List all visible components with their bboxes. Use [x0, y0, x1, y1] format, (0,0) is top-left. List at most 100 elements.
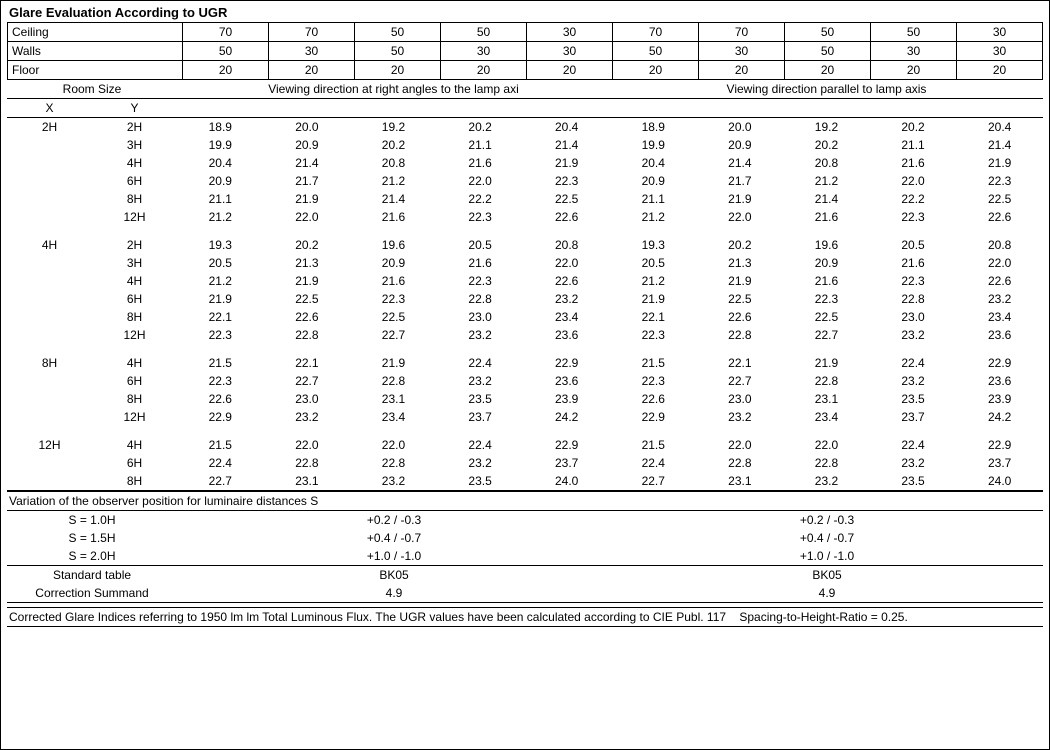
- ugr-value: 23.1: [350, 390, 437, 408]
- observer-val-left: +1.0 / -1.0: [177, 547, 611, 566]
- ugr-value: 21.4: [350, 190, 437, 208]
- ugr-value: 20.2: [783, 136, 870, 154]
- ugr-value: 22.8: [783, 454, 870, 472]
- hdr-value: 30: [957, 23, 1043, 42]
- direction-right: Viewing direction parallel to lamp axis: [610, 80, 1043, 99]
- ugr-value: 20.4: [177, 154, 264, 172]
- ugr-value: 20.8: [956, 236, 1043, 254]
- ugr-value: 20.5: [870, 236, 957, 254]
- ugr-value: 20.9: [264, 136, 351, 154]
- ugr-value: 19.9: [177, 136, 264, 154]
- room-y: 3H: [92, 136, 177, 154]
- ugr-value: 22.5: [697, 290, 784, 308]
- room-x: 2H: [7, 118, 92, 137]
- ugr-value: 23.4: [956, 308, 1043, 326]
- ugr-value: 23.6: [523, 326, 610, 344]
- ugr-value: 21.6: [783, 272, 870, 290]
- hdr-value: 70: [269, 23, 355, 42]
- ugr-value: 22.0: [350, 436, 437, 454]
- ugr-value: 21.4: [523, 136, 610, 154]
- ugr-value: 21.6: [437, 254, 524, 272]
- ugr-value: 22.9: [610, 408, 697, 426]
- ugr-value: 19.6: [350, 236, 437, 254]
- standard-table-value-left: BK05: [177, 566, 611, 585]
- room-y: 4H: [92, 154, 177, 172]
- ugr-value: 24.0: [523, 472, 610, 490]
- ugr-value: 22.1: [264, 354, 351, 372]
- room-y: 2H: [92, 118, 177, 137]
- ugr-value: 19.6: [783, 236, 870, 254]
- room-x: [7, 290, 92, 308]
- ugr-value: 22.4: [177, 454, 264, 472]
- ugr-value: 22.8: [697, 454, 784, 472]
- ugr-value: 22.0: [523, 254, 610, 272]
- observer-s: S = 1.5H: [7, 529, 177, 547]
- ugr-value: 19.9: [610, 136, 697, 154]
- ugr-value: 22.4: [437, 436, 524, 454]
- ugr-value: 22.8: [350, 372, 437, 390]
- hdr-value: 30: [871, 42, 957, 61]
- ugr-value: 23.9: [956, 390, 1043, 408]
- ugr-value: 24.2: [523, 408, 610, 426]
- ugr-value: 22.6: [956, 272, 1043, 290]
- observer-val-left: +0.4 / -0.7: [177, 529, 611, 547]
- ugr-value: 22.1: [610, 308, 697, 326]
- hdr-label: Floor: [8, 61, 183, 80]
- ugr-value: 21.9: [523, 154, 610, 172]
- ugr-value: 22.8: [264, 454, 351, 472]
- axis-y: Y: [92, 99, 177, 118]
- ugr-value: 20.0: [697, 118, 784, 137]
- correction-label: Correction Summand: [7, 584, 177, 603]
- ugr-value: 23.6: [956, 326, 1043, 344]
- room-x: 4H: [7, 236, 92, 254]
- ugr-value: 21.7: [264, 172, 351, 190]
- ugr-value: 18.9: [177, 118, 264, 137]
- standard-table-label: Standard table: [7, 566, 177, 585]
- ugr-value: 20.4: [523, 118, 610, 137]
- ugr-value: 22.3: [523, 172, 610, 190]
- room-x: [7, 372, 92, 390]
- ugr-value: 21.2: [610, 272, 697, 290]
- ugr-value: 24.0: [956, 472, 1043, 490]
- axis-x: X: [7, 99, 92, 118]
- ugr-value: 22.5: [264, 290, 351, 308]
- ugr-value: 22.7: [350, 326, 437, 344]
- room-x: [7, 254, 92, 272]
- ugr-value: 23.5: [437, 472, 524, 490]
- ugr-value: 22.0: [697, 208, 784, 226]
- room-y: 3H: [92, 254, 177, 272]
- ugr-value: 21.9: [350, 354, 437, 372]
- ugr-value: 22.1: [177, 308, 264, 326]
- ugr-value: 22.3: [783, 290, 870, 308]
- observer-val-right: +0.2 / -0.3: [611, 511, 1043, 530]
- ugr-value: 20.4: [956, 118, 1043, 137]
- ugr-value: 22.7: [697, 372, 784, 390]
- ugr-value: 20.5: [610, 254, 697, 272]
- ugr-value: 21.4: [697, 154, 784, 172]
- ugr-value: 23.9: [523, 390, 610, 408]
- ugr-value: 20.9: [350, 254, 437, 272]
- ugr-value: 22.6: [177, 390, 264, 408]
- room-x: [7, 136, 92, 154]
- ugr-value: 20.9: [610, 172, 697, 190]
- ugr-value: 19.2: [783, 118, 870, 137]
- ugr-value: 22.9: [523, 354, 610, 372]
- ugr-value: 21.2: [610, 208, 697, 226]
- ugr-value: 19.3: [177, 236, 264, 254]
- ugr-value: 21.1: [870, 136, 957, 154]
- standard-table-value-right: BK05: [611, 566, 1043, 585]
- ugr-value: 21.6: [870, 154, 957, 172]
- ugr-value: 23.2: [956, 290, 1043, 308]
- ugr-value: 23.7: [956, 454, 1043, 472]
- ugr-value: 23.0: [870, 308, 957, 326]
- room-x: [7, 154, 92, 172]
- footnote-table: Corrected Glare Indices referring to 195…: [7, 607, 1043, 627]
- correction-value-left: 4.9: [177, 584, 611, 603]
- ugr-value: 23.2: [870, 454, 957, 472]
- ugr-value: 23.2: [870, 372, 957, 390]
- room-x: [7, 472, 92, 490]
- ugr-value: 22.6: [956, 208, 1043, 226]
- ugr-value: 20.2: [350, 136, 437, 154]
- ugr-value: 21.2: [177, 272, 264, 290]
- hdr-value: 50: [785, 23, 871, 42]
